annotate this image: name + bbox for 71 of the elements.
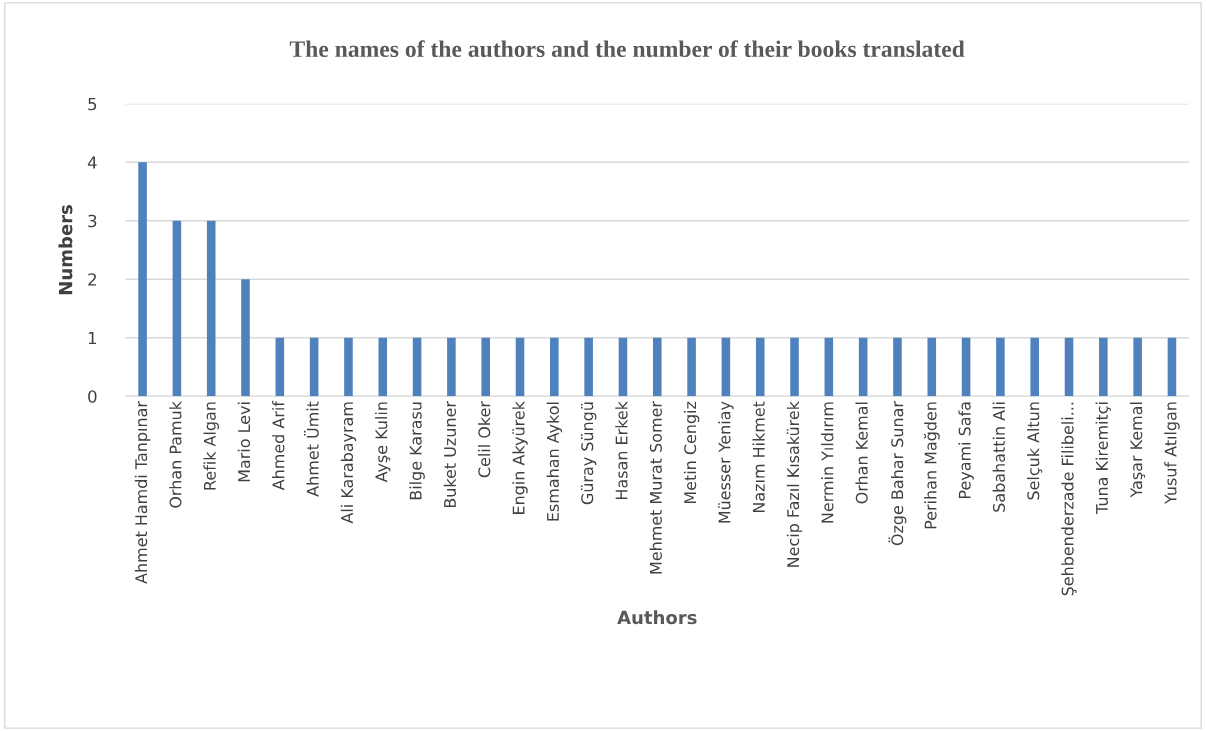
x-tick-label: Orhan Pamuk: [169, 401, 182, 508]
x-tick-label: Tuna Kiremitçi: [1095, 402, 1111, 514]
x-tick-label: Nazım Hikmet: [752, 401, 765, 513]
x-tick-label: Peyami Safa: [958, 402, 974, 499]
bar: [687, 337, 696, 397]
bar: [721, 337, 731, 397]
x-tick-label: Şehbenderzade Filibeli...: [1061, 402, 1077, 596]
bar: [550, 337, 559, 397]
y-tick-label: 5: [88, 97, 97, 111]
x-tick-label: Yaşar Kemal: [1129, 402, 1146, 498]
bar: [1133, 337, 1142, 397]
x-tick-label: Sabahattin Ali: [992, 402, 1006, 512]
bar: [138, 162, 147, 397]
bar: [309, 337, 319, 397]
bar: [275, 337, 285, 397]
x-axis-title: Authors: [617, 610, 697, 625]
bar: [755, 337, 765, 397]
x-tick-label: Esmahan Aykol: [546, 402, 563, 521]
x-tick-label: Ahmet Hamdi Tanpınar: [134, 401, 151, 584]
x-tick-label: Metin Cengiz: [683, 401, 700, 504]
x-tick-label: Engin Akyürek: [512, 401, 528, 514]
bar: [1030, 337, 1039, 397]
bar: [241, 279, 250, 397]
x-tick-label: Selçuk Altun: [1026, 402, 1043, 500]
bar: [961, 337, 971, 397]
bar: [447, 337, 456, 397]
bar: [790, 337, 799, 397]
x-tick-label: Buket Uzuner: [443, 401, 457, 508]
x-tick-label: Müesser Yeniay: [718, 401, 734, 523]
x-tick-label: Mario Levi: [237, 402, 251, 482]
x-tick-label: Hasan Erkek: [615, 401, 628, 500]
bar: [652, 337, 662, 397]
x-tick-label: Perihan Mağden: [923, 402, 940, 529]
bar: [618, 337, 628, 397]
x-tick-label: Orhan Kemal: [855, 402, 868, 504]
x-tick-label: Nermin Yıldırım: [821, 402, 834, 523]
y-tick-label: 1: [88, 331, 97, 345]
x-tick-label: Refik Algan: [203, 402, 219, 490]
bar: [412, 337, 422, 397]
x-tick-label: Ahmet Ümit: [304, 401, 319, 497]
bar: [378, 337, 388, 397]
bar: [1064, 337, 1074, 397]
bar: [1167, 337, 1177, 397]
x-tick-label: Yusuf Atılgan: [1164, 402, 1180, 505]
bar: [584, 337, 593, 397]
y-tick-label: 0: [88, 390, 97, 403]
bar: [1099, 337, 1108, 397]
x-tick-label: Özge Bahar Sunar: [888, 401, 907, 546]
y-tick-label: 2: [88, 273, 96, 286]
bar: [996, 337, 1005, 397]
bar: [824, 337, 834, 397]
x-tick-label: Necip Fazıl Kısakürek: [786, 401, 803, 567]
x-tick-label: Bilge Karasu: [409, 402, 425, 500]
x-tick-label: Ahmed Arif: [272, 400, 285, 491]
bar: [858, 337, 868, 397]
y-tick-label: 4: [87, 156, 97, 169]
x-tick-label: Mehmet Murat Somer: [649, 401, 662, 574]
x-tick-label: Celil Oker: [477, 401, 491, 478]
x-tick-label: Güray Süngü: [580, 402, 597, 505]
x-tick-label: Ayşe Kulin: [375, 402, 391, 483]
bar: [927, 337, 937, 397]
bar: [893, 337, 902, 397]
chart-title: The names of the authors and the number of their books translated: [289, 40, 965, 58]
bar: [344, 337, 353, 397]
bar: [206, 220, 216, 397]
bar: [481, 337, 490, 397]
bar: [515, 337, 525, 397]
y-axis-title: Numbers: [58, 205, 73, 295]
x-tick-label: Ali Karabayram: [340, 402, 357, 524]
bar: [172, 220, 182, 397]
y-tick-label: 3: [88, 214, 97, 228]
